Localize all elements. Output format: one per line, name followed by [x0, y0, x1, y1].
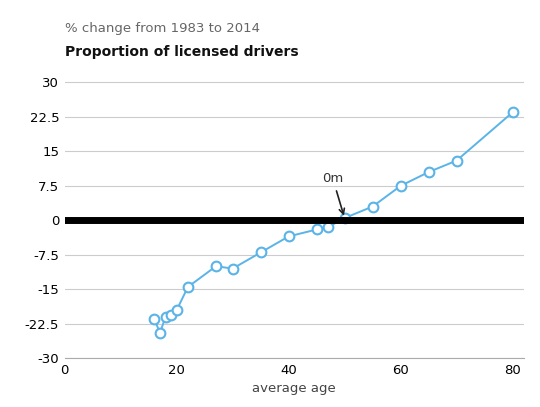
Text: 0m: 0m: [322, 173, 345, 214]
X-axis label: average age: average age: [252, 382, 336, 395]
Text: % change from 1983 to 2014: % change from 1983 to 2014: [65, 22, 260, 35]
Text: Proportion of licensed drivers: Proportion of licensed drivers: [65, 45, 299, 59]
